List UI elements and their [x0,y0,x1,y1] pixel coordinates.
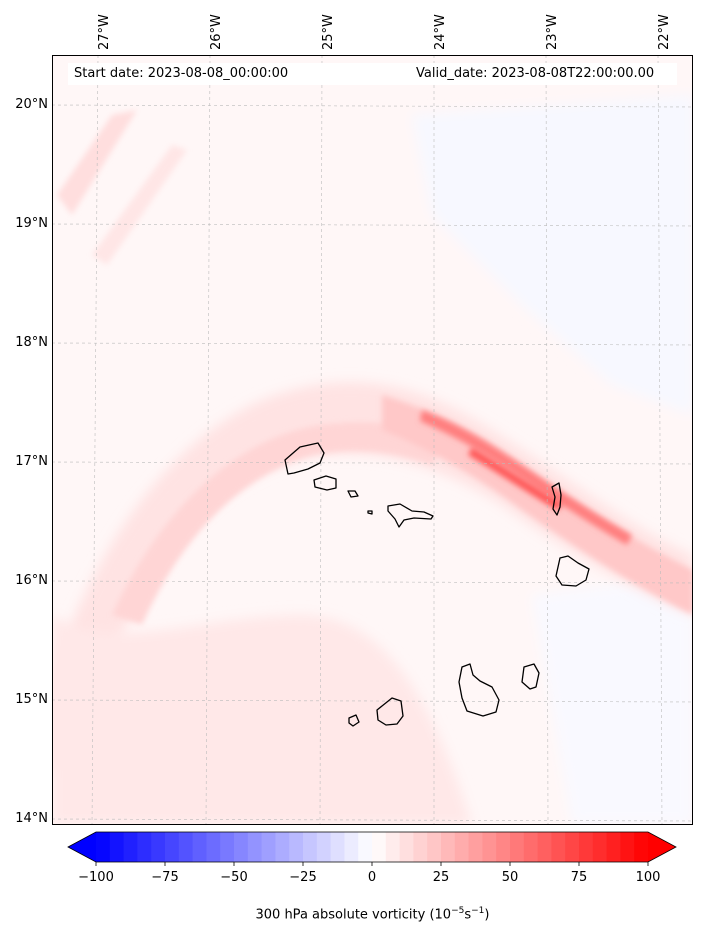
colorbar-segment [565,832,580,862]
colorbar-segment [206,832,221,862]
colorbar-segment [523,832,539,862]
colorbar-segment [606,832,621,862]
colorbar-segment [275,832,290,862]
northwest-streak-2 [92,145,187,265]
colorbar-segment [510,832,525,862]
colorbar-extend-high [648,832,676,862]
vorticity-filament-outer [382,395,693,615]
colorbar-segment [592,832,608,862]
colorbar-segment [247,832,263,862]
island-santa-luzia [347,490,359,498]
coastlines [284,442,590,727]
negative-vorticity-area [412,95,693,415]
gridlines [52,55,693,825]
colorbar-segment [344,832,359,862]
vorticity-inner-band [112,422,442,625]
lat-label-17n: 17°N [15,454,48,469]
start-date-label: Start date: 2023-08-08_00:00:00 [74,66,289,81]
colorbar-segment [468,832,483,862]
colorbar-segment [220,832,235,862]
colorbar-segment [441,832,456,862]
colorbar-extend-low [68,832,96,862]
colorbar [67,831,677,866]
lat-label-18n: 18°N [15,335,48,350]
island-brava [348,714,360,727]
colorbar-segment [358,832,373,862]
cb-tick-label: −25 [289,870,317,885]
northwest-streak [57,110,137,215]
colorbar-segment [165,832,180,862]
colorbar-segment [234,832,249,862]
colorbar-segment [372,832,387,862]
colorbar-segment [482,832,497,862]
lat-label-20n: 20°N [15,97,48,112]
island-sal [551,482,562,516]
island-sao-nicolau [387,503,434,528]
colorbar-segment [427,832,442,862]
lon-label-25w: 25°W [321,14,336,50]
colorbar-segment [399,832,414,862]
colorbar-segment [316,832,332,862]
island-sao-vicente [313,475,337,491]
colorbar-segment [123,832,138,862]
island-razo [367,510,373,515]
lon-label-22w: 22°W [657,14,672,50]
colorbar-segment [385,832,401,862]
lat-label-15n: 15°N [15,692,48,707]
island-maio [521,663,540,690]
colorbar-segment [551,832,566,862]
lon-label-26w: 26°W [209,14,224,50]
colorbar-segment [413,832,428,862]
colorbar-segment [289,832,304,862]
negative-vorticity-area-south [532,575,693,825]
map-frame [52,55,693,825]
southern-positive-area [52,615,472,825]
colorbar-segment [303,832,318,862]
island-boa-vista [555,555,590,587]
colorbar-segment [151,832,166,862]
cb-tick-label: 25 [432,870,450,885]
colorbar-segment [96,832,111,862]
island-fogo [376,697,404,726]
colorbar-segment [261,832,276,862]
colorbar-title: 300 hPa absolute vorticity (10−5s−1) [255,906,490,923]
cb-tick-label: −50 [220,870,248,885]
vorticity-map [52,55,693,825]
date-info-bar [68,63,677,85]
vorticity-filament-peak [468,447,562,511]
lat-label-16n: 16°N [15,573,48,588]
colorbar-segment [330,832,345,862]
vorticity-filament-core [420,410,632,545]
lon-label-23w: 23°W [545,14,560,50]
cb-tick-label: −75 [151,870,179,885]
colorbar-segment [178,832,194,862]
colorbar-segment [454,832,470,862]
cb-tick-label: 50 [501,870,519,885]
lat-label-19n: 19°N [15,216,48,231]
colorbar-segment [109,832,125,862]
cb-tick-label: 0 [367,870,377,885]
colorbar-segment [137,832,152,862]
valid-date-label: Valid_date: 2023-08-08T22:00:00.00 [416,66,655,81]
colorbar-segment [579,832,594,862]
lon-label-24w: 24°W [433,14,448,50]
lat-label-14n: 14°N [15,811,48,826]
colorbar-segment [537,832,552,862]
cb-tick-label: 100 [635,870,661,885]
cb-tick-label: 75 [570,870,588,885]
colorbar-segment [192,832,207,862]
island-santo-antao [284,442,325,475]
colorbar-segment [634,832,649,862]
cb-tick-label: −100 [78,870,114,885]
colorbar-segment [496,832,511,862]
lon-label-27w: 27°W [97,14,112,50]
colorbar-segment [620,832,635,862]
island-santiago [458,663,500,717]
